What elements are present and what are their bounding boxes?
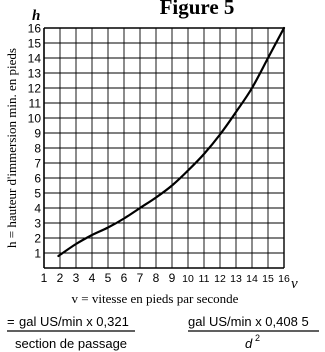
x-tick-label: 11: [199, 273, 210, 285]
x-tick-label: 12: [214, 273, 226, 285]
y-tick-label: 1: [34, 247, 41, 261]
y-axis-symbol: h: [32, 8, 40, 24]
data-curve: [57, 26, 286, 258]
x-tick-label: 2: [57, 271, 64, 285]
x-tick-label: 16: [278, 273, 290, 285]
x-tick-label: 7: [137, 271, 144, 285]
formula-left-denominator: section de passage: [15, 336, 127, 351]
x-tick-label: 5: [105, 271, 112, 285]
formula-left-numerator: gal US/min x 0,321: [19, 314, 129, 329]
y-tick-label: 12: [28, 82, 42, 96]
x-axis-symbol: v: [291, 276, 298, 292]
grid: [43, 27, 285, 269]
y-tick-label: 11: [29, 97, 42, 111]
formula-right-denominator-exponent: 2: [255, 333, 260, 343]
y-tick-label: 2: [34, 232, 41, 246]
formula-right-numerator: gal US/min x 0,408 5: [188, 314, 309, 329]
y-tick-label: 14: [28, 52, 42, 66]
x-tick-label: 9: [169, 271, 176, 285]
formula-equals: =: [7, 314, 15, 329]
y-tick-label: 10: [28, 112, 42, 126]
x-tick-label: 4: [89, 271, 96, 285]
x-tick-label: 13: [230, 273, 242, 285]
y-tick-label: 8: [34, 142, 41, 156]
y-tick-label: 3: [34, 217, 41, 231]
y-tick-label: 16: [28, 22, 42, 36]
y-tick-label: 7: [34, 157, 41, 171]
y-tick-label: 9: [34, 127, 41, 141]
y-tick-label: 13: [28, 67, 42, 81]
x-axis-label: v = vitesse en pieds par seconde: [72, 291, 239, 306]
y-tick-label: 5: [34, 187, 41, 201]
x-tick-labels: 1 2 3 4 5 6 7 8 9 10 11 12 13 14 15 16: [41, 271, 290, 285]
x-tick-label: 15: [262, 273, 274, 285]
x-tick-label: 8: [153, 271, 160, 285]
x-tick-label: 3: [73, 271, 80, 285]
formula-right-denominator-base: d: [245, 336, 253, 351]
y-axis-label: h = hauteur d'immersion min. en pieds: [4, 48, 19, 248]
x-tick-label: 14: [246, 273, 258, 285]
x-tick-label: 6: [121, 271, 128, 285]
chart-title: Figure 5: [160, 0, 235, 19]
y-tick-label: 15: [28, 37, 42, 51]
x-tick-label: 10: [182, 273, 194, 285]
x-tick-label: 1: [41, 271, 48, 285]
y-tick-label: 6: [34, 172, 41, 186]
y-tick-label: 4: [34, 202, 41, 216]
